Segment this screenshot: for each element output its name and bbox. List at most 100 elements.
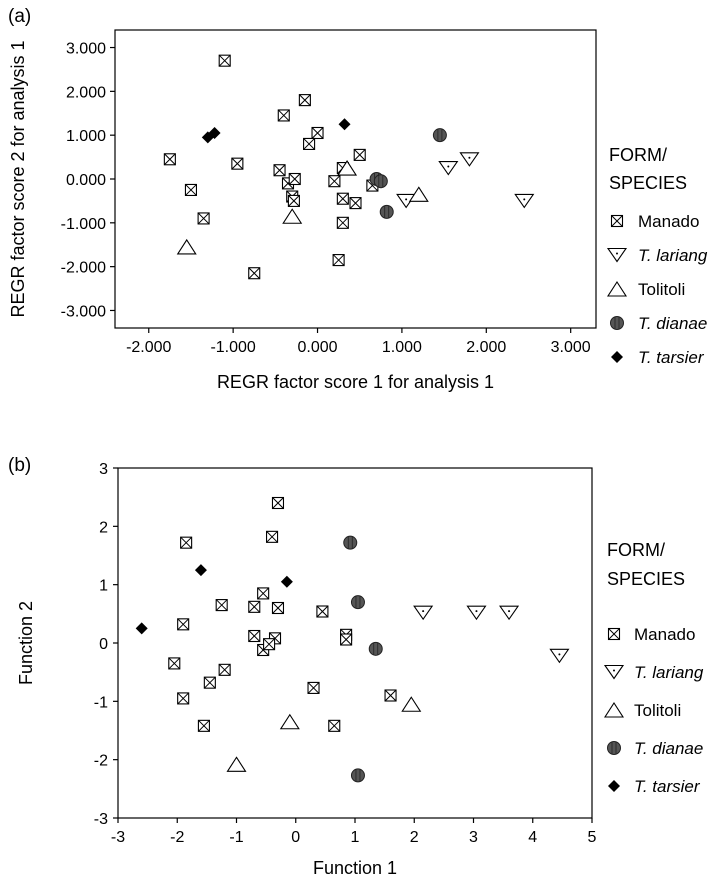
- legend-title-line-2: SPECIES: [607, 569, 685, 589]
- legend: FORM/SPECIES Manado T. lariang Tolitoli T. d…: [606, 145, 708, 367]
- legend-label: T. dianae: [638, 314, 707, 333]
- data-point: [379, 204, 394, 219]
- series-t-lariang: [396, 152, 535, 209]
- data-point: [298, 94, 311, 107]
- y-axis-title: Function 2: [16, 601, 36, 685]
- data-point: [336, 192, 349, 205]
- data-point: [197, 212, 210, 225]
- x-tick-label: 3.000: [551, 339, 591, 356]
- legend-marker: [610, 214, 624, 228]
- data-point: [248, 267, 261, 280]
- legend-marker: [606, 247, 628, 263]
- legend-item: Tolitoli: [606, 280, 685, 299]
- x-tick-label: 0: [291, 829, 300, 846]
- y-tick-label: 2: [99, 519, 108, 536]
- data-point: [215, 599, 228, 612]
- data-point: [203, 676, 216, 689]
- data-point: [177, 618, 190, 631]
- data-point: [349, 197, 362, 210]
- y-tick-label: -3.000: [61, 303, 106, 320]
- legend-label: T. lariang: [634, 663, 704, 682]
- data-point: [177, 692, 190, 705]
- legend-item: T. lariang: [606, 246, 708, 265]
- data-point: [135, 622, 148, 635]
- x-tick-label: 1.000: [382, 339, 422, 356]
- y-tick-label: 3: [99, 461, 108, 478]
- x-tick-label: 4: [528, 829, 537, 846]
- data-point: [279, 713, 300, 730]
- legend-marker: [606, 280, 628, 297]
- y-tick-label: 2.000: [66, 84, 106, 101]
- data-point: [257, 587, 270, 600]
- data-point: [263, 638, 276, 651]
- legend-title-line-1: FORM/: [609, 145, 667, 165]
- y-tick-label: 0.000: [66, 172, 106, 189]
- data-point: [353, 148, 366, 161]
- panel-label: (a): [8, 6, 31, 27]
- x-tick-label: 0.000: [298, 339, 338, 356]
- data-point: [287, 194, 300, 207]
- data-point: [194, 564, 207, 577]
- data-point: [459, 152, 480, 167]
- x-tick-label: 2.000: [466, 339, 506, 356]
- y-tick-label: 1.000: [66, 128, 106, 145]
- x-tick-label: 5: [588, 829, 597, 846]
- x-tick-label: 3: [469, 829, 478, 846]
- data-point: [408, 186, 429, 202]
- data-point: [307, 681, 320, 694]
- data-point: [277, 109, 290, 122]
- y-tick-label: -2.000: [61, 260, 106, 277]
- data-point: [328, 175, 341, 188]
- data-point: [231, 157, 244, 170]
- x-tick-label: -1.000: [210, 339, 255, 356]
- series-t-dianae: [343, 535, 383, 783]
- data-point: [368, 641, 383, 656]
- legend-label: Manado: [634, 625, 695, 644]
- series-t-lariang: [413, 605, 570, 664]
- data-point: [303, 137, 316, 150]
- data-point: [350, 595, 365, 610]
- legend-marker: [603, 701, 625, 718]
- data-point: [218, 54, 231, 67]
- data-point: [384, 689, 397, 702]
- series-t-dianae: [369, 128, 447, 219]
- data-point: [280, 575, 293, 588]
- data-point: [350, 768, 365, 783]
- data-point: [466, 605, 487, 621]
- x-axis-title: Function 1: [313, 858, 397, 878]
- legend-label: T. dianae: [634, 739, 703, 758]
- data-point: [337, 160, 358, 176]
- data-point: [248, 600, 261, 613]
- legend-marker: [607, 741, 621, 755]
- x-tick-label: -2.000: [126, 339, 171, 356]
- legend-label: Tolitoli: [638, 280, 685, 299]
- series-tolitoli: [226, 696, 422, 772]
- data-point: [180, 536, 193, 549]
- data-point: [197, 719, 210, 732]
- data-point: [413, 605, 434, 621]
- x-axis-title: REGR factor score 1 for analysis 1: [217, 372, 494, 392]
- legend-item: Manado: [607, 625, 695, 644]
- data-point: [184, 183, 197, 197]
- legend-marker: [608, 780, 620, 792]
- x-tick-label: -3: [111, 829, 125, 846]
- legend-item: T. tarsier: [608, 777, 701, 796]
- y-tick-label: 1: [99, 578, 108, 595]
- data-point: [316, 605, 329, 618]
- data-point: [226, 756, 247, 772]
- series-manado: [163, 54, 379, 280]
- y-tick-label: 0: [99, 636, 108, 653]
- legend-label: Tolitoli: [634, 701, 681, 720]
- data-point: [401, 696, 422, 712]
- series-t-tarsier: [201, 118, 351, 144]
- data-point: [218, 663, 231, 676]
- data-point: [271, 496, 285, 510]
- legend-item: T. lariang: [603, 663, 704, 682]
- legend-marker: [610, 316, 624, 330]
- data-point: [514, 193, 535, 209]
- data-point: [288, 172, 301, 186]
- data-point: [332, 254, 345, 267]
- series-t-tarsier: [135, 564, 293, 635]
- legend-item: T. dianae: [610, 314, 707, 333]
- plot-frame: [114, 29, 597, 329]
